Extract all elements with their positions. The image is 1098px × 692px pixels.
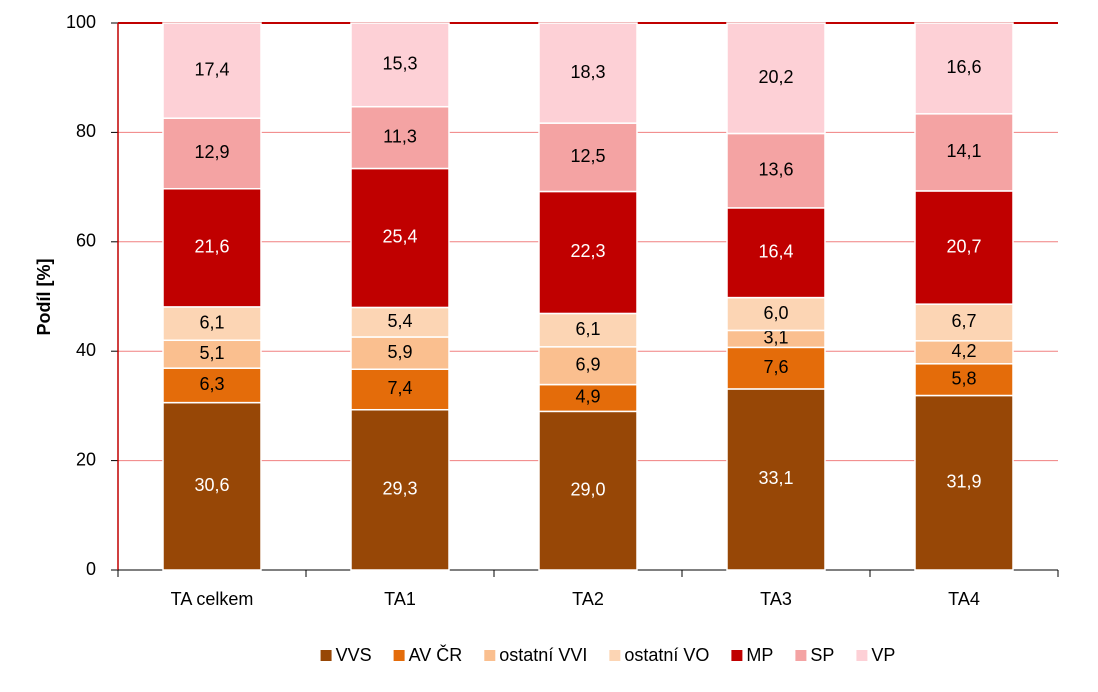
data-label: 17,4 bbox=[194, 59, 229, 79]
bar-segment bbox=[350, 336, 450, 371]
data-label: 5,1 bbox=[199, 343, 224, 363]
data-label: 12,9 bbox=[194, 142, 229, 162]
bar-segment bbox=[726, 22, 826, 135]
data-label: 33,1 bbox=[758, 468, 793, 488]
legend-marker bbox=[320, 650, 332, 661]
data-label: 29,0 bbox=[570, 479, 605, 499]
bar-segment bbox=[162, 339, 262, 369]
data-label: 3,1 bbox=[763, 328, 788, 348]
y-tick-label: 40 bbox=[76, 340, 96, 360]
data-label: 29,3 bbox=[382, 479, 417, 499]
data-label: 14,1 bbox=[946, 141, 981, 161]
data-label: 22,3 bbox=[570, 241, 605, 261]
data-label: 5,4 bbox=[387, 311, 412, 331]
data-label: 6,3 bbox=[199, 374, 224, 394]
data-label: 7,6 bbox=[763, 357, 788, 377]
bar-segment bbox=[162, 367, 262, 404]
bar-segment bbox=[350, 167, 450, 309]
data-label: 16,4 bbox=[758, 241, 793, 261]
bar-segment bbox=[914, 190, 1014, 305]
bar-segment bbox=[914, 303, 1014, 342]
data-label: 20,2 bbox=[758, 67, 793, 87]
data-label: 6,9 bbox=[575, 354, 600, 374]
data-label: 21,6 bbox=[194, 237, 229, 257]
bar-segment bbox=[726, 296, 826, 332]
data-label: 7,4 bbox=[387, 378, 412, 398]
x-tick-label: TA2 bbox=[572, 589, 604, 609]
bar-segment bbox=[350, 306, 450, 338]
bar-segment bbox=[162, 306, 262, 342]
bar-segment bbox=[538, 122, 638, 193]
bar-segment bbox=[914, 113, 1014, 192]
data-label: 20,7 bbox=[946, 236, 981, 256]
data-label: 31,9 bbox=[946, 472, 981, 492]
bar-segment bbox=[162, 187, 262, 308]
bar-segment bbox=[914, 363, 1014, 397]
x-tick-label: TA3 bbox=[760, 589, 792, 609]
data-label: 6,1 bbox=[575, 319, 600, 339]
legend-marker bbox=[731, 650, 743, 661]
data-label: 6,1 bbox=[199, 312, 224, 332]
legend-marker bbox=[484, 650, 496, 661]
bar-segment bbox=[726, 132, 826, 209]
bar-segment bbox=[914, 394, 1014, 571]
data-label: 5,8 bbox=[951, 368, 976, 388]
bar-segment bbox=[162, 22, 262, 119]
legend-label: VP bbox=[871, 645, 895, 665]
bar-segment bbox=[538, 22, 638, 124]
bar-segment bbox=[162, 117, 262, 190]
legend-marker bbox=[856, 650, 868, 661]
legend-label: VVS bbox=[336, 645, 372, 665]
data-label: 18,3 bbox=[570, 62, 605, 82]
data-label: 4,2 bbox=[951, 341, 976, 361]
bar-segment bbox=[350, 408, 450, 571]
data-label: 4,9 bbox=[575, 387, 600, 407]
legend-label: MP bbox=[746, 645, 773, 665]
bar-segment bbox=[726, 346, 826, 390]
data-label: 13,6 bbox=[758, 159, 793, 179]
data-label: 25,4 bbox=[382, 227, 417, 247]
data-label: 30,6 bbox=[194, 475, 229, 495]
bar-segment bbox=[726, 388, 826, 571]
x-tick-label: TA4 bbox=[948, 589, 980, 609]
data-label: 11,3 bbox=[383, 126, 417, 146]
y-tick-label: 80 bbox=[76, 121, 96, 141]
data-label: 6,0 bbox=[763, 303, 788, 323]
x-tick-label: TA1 bbox=[384, 589, 416, 609]
y-tick-label: 0 bbox=[86, 559, 96, 579]
bar-segment bbox=[350, 22, 450, 108]
bar-segment bbox=[914, 22, 1014, 115]
x-tick-label: TA celkem bbox=[171, 589, 254, 609]
bar-segment bbox=[538, 312, 638, 348]
legend-label: ostatní VVI bbox=[499, 645, 587, 665]
data-label: 6,7 bbox=[951, 311, 976, 331]
data-label: 5,9 bbox=[387, 342, 412, 362]
y-tick-label: 20 bbox=[76, 449, 96, 469]
legend-marker bbox=[795, 650, 807, 661]
y-tick-label: 100 bbox=[66, 12, 96, 32]
data-label: 15,3 bbox=[382, 54, 417, 74]
legend-marker bbox=[609, 650, 621, 661]
legend-label: AV ČR bbox=[409, 644, 463, 665]
bar-segment bbox=[538, 190, 638, 315]
legend-label: ostatní VO bbox=[624, 645, 709, 665]
data-label: 16,6 bbox=[946, 57, 981, 77]
data-label: 12,5 bbox=[570, 146, 605, 166]
legend-marker bbox=[393, 650, 405, 661]
bar-segment bbox=[538, 383, 638, 413]
y-tick-label: 60 bbox=[76, 231, 96, 251]
y-axis-label: Podíl [%] bbox=[34, 259, 54, 336]
legend-label: SP bbox=[810, 645, 834, 665]
bar-segment bbox=[350, 105, 450, 170]
